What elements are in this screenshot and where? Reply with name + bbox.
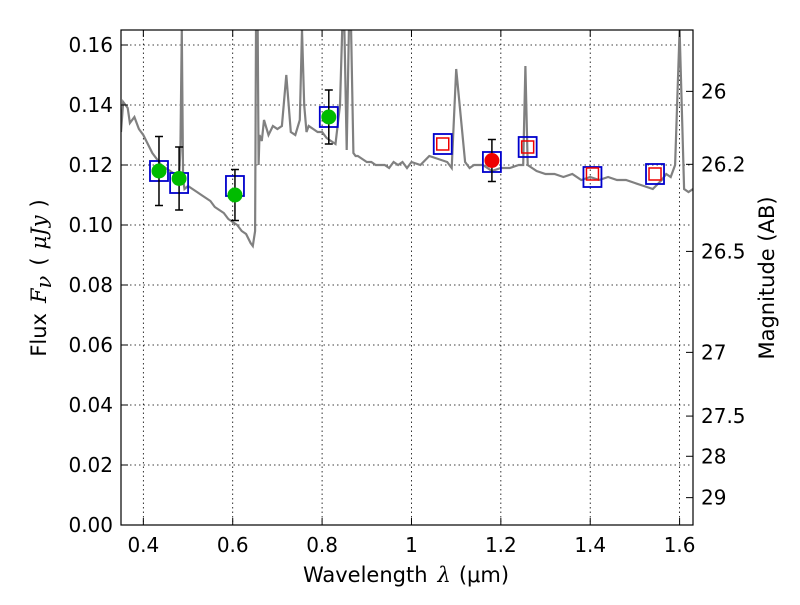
x-axis-label-symbol: λ <box>437 563 451 587</box>
observed-point-green <box>171 171 187 186</box>
x-tick-label: 1 <box>405 533 418 557</box>
y-tick-label: 0.16 <box>68 33 113 57</box>
x-tick-label: 1.4 <box>574 533 606 557</box>
right-tick-label: 27 <box>701 340 726 364</box>
y-axis-label: Flux Fν ( μJy) <box>27 199 56 356</box>
y-tick-label: 0.02 <box>68 453 113 477</box>
y-tick-label: 0.04 <box>68 393 113 417</box>
y-tick-label: 0.12 <box>68 153 113 177</box>
model-flux-square <box>645 163 665 185</box>
x-tick-label: 0.4 <box>127 533 159 557</box>
right-tick-label: 26 <box>701 79 726 103</box>
y-axis-label-subscript: ν <box>32 275 56 288</box>
y-axis-label-symbol: F <box>27 287 51 304</box>
axis-ticks: 0.4 0.6 0.8 1 1.2 1.4 1.6 0.00 0.02 0.04 0.06 0.08 0… <box>68 30 746 557</box>
x-tick-label: 0.8 <box>306 533 338 557</box>
right-tick-label: 29 <box>701 486 726 510</box>
nondetection-square <box>585 167 600 181</box>
spectrum-line <box>121 30 693 249</box>
x-tick-label: 1.6 <box>664 533 696 557</box>
model-flux-square <box>432 133 453 155</box>
y-tick-label: 0.06 <box>68 333 113 357</box>
x-tick-label: 1.2 <box>485 533 517 557</box>
x-axis-label-text: Wavelength <box>303 563 428 587</box>
x-tick-label: 0.6 <box>217 533 249 557</box>
observed-point-green <box>321 109 337 125</box>
y-axis-label-unit: μJy <box>27 214 51 249</box>
observed-point-green <box>227 187 243 203</box>
plot-frame <box>120 29 694 526</box>
x-axis-label-unit: (μm) <box>459 563 509 587</box>
right-tick-label: 26.5 <box>701 239 746 263</box>
y-axis-label-text: Flux <box>27 313 51 357</box>
x-axis-label: Wavelength λ (μm) <box>303 563 509 587</box>
y-tick-label: 0.10 <box>68 213 113 237</box>
data-marks <box>149 89 665 222</box>
right-tick-label: 27.5 <box>701 404 746 428</box>
nondetection-square <box>436 137 450 151</box>
observed-point-green <box>151 163 167 179</box>
nondetection-square <box>648 167 662 181</box>
y-axis-label-unit-close: ) <box>27 199 51 207</box>
nondetection-square <box>520 140 535 154</box>
observed-point-red <box>484 153 500 168</box>
y-tick-label: 0.14 <box>68 93 113 117</box>
y-tick-label: 0.00 <box>68 513 113 537</box>
grid <box>121 30 693 526</box>
model-flux-square <box>582 166 603 188</box>
model-flux-square <box>517 136 538 158</box>
y-axis-label-unit-open: ( <box>27 257 51 265</box>
y-tick-label: 0.08 <box>68 273 113 297</box>
y-axis-right-label: Magnitude (AB) <box>755 196 779 359</box>
right-tick-label: 28 <box>701 444 726 468</box>
right-tick-label: 26.2 <box>701 152 746 176</box>
